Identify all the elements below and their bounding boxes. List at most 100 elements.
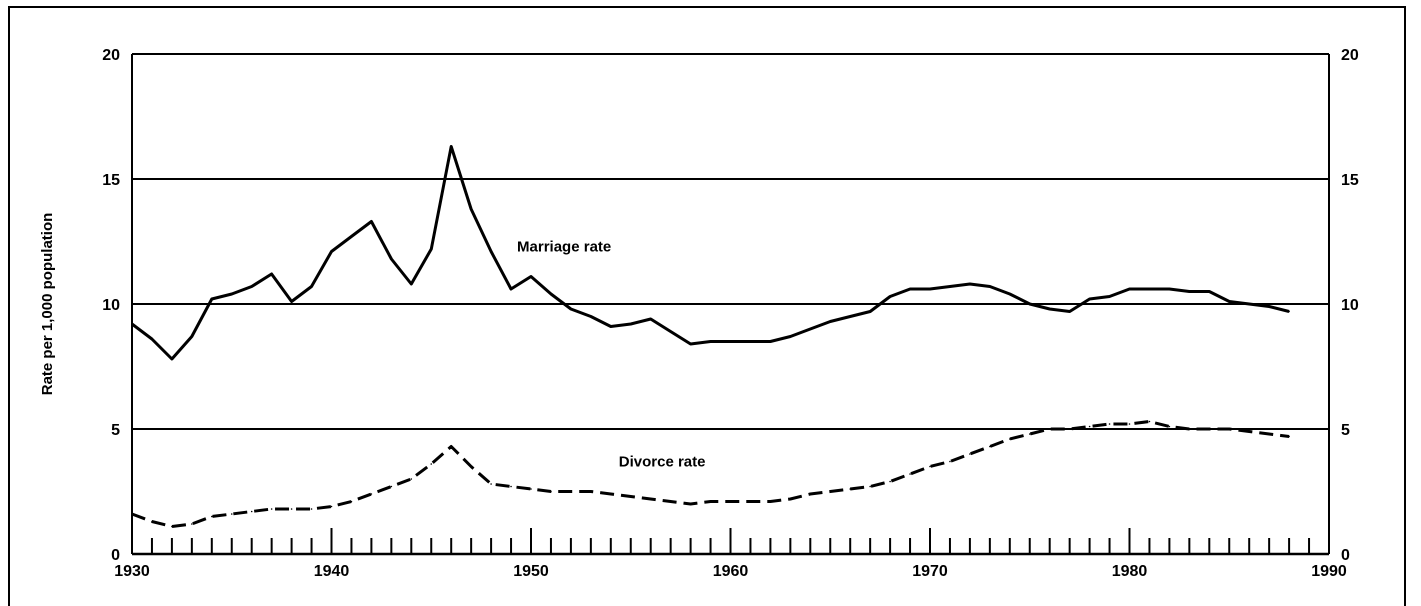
marriage-rate-point-1953 (590, 315, 592, 318)
divorce-rate-point-1968 (889, 480, 891, 483)
divorce-rate-point-1975 (1028, 433, 1031, 435)
series-layer (131, 145, 1290, 528)
divorce-rate-point-1985 (1228, 428, 1231, 430)
divorce-rate-point-1944 (410, 478, 413, 480)
marriage-rate-point-1980 (1128, 288, 1131, 290)
y-axis-title: Rate per 1,000 population (39, 213, 56, 396)
label-layer: 0 0 5 5 10 10 15 15 20 20 1930 1940 1950 1960 1970 1980… (102, 47, 1359, 580)
y-tick-label-right-0: 0 (1341, 547, 1350, 564)
marriage-rate-point-1959 (709, 340, 712, 343)
divorce-rate-line (131, 420, 1290, 528)
divorce-rate-point-1930 (131, 513, 133, 515)
marriage-rate-point-1934 (211, 298, 213, 300)
marriage-rate-point-1936 (250, 285, 253, 288)
marriage-rate-point-1933 (191, 335, 193, 338)
marriage-rate-point-1976 (1048, 308, 1051, 310)
marriage-rate-point-1984 (1208, 290, 1211, 293)
divorce-rate-point-1946 (450, 445, 453, 448)
divorce-rate-point-1966 (849, 488, 851, 490)
divorce-rate-point-1947 (470, 465, 472, 468)
divorce-rate-point-1982 (1168, 425, 1171, 428)
divorce-rate-point-1951 (550, 490, 552, 493)
marriage-rate-point-1945 (430, 248, 433, 250)
marriage-rate-point-1973 (989, 285, 991, 288)
marriage-rate-point-1983 (1188, 290, 1191, 293)
divorce-rate-point-1972 (969, 453, 971, 455)
divorce-rate-point-1980 (1128, 423, 1131, 425)
divorce-rate-point-1933 (191, 523, 193, 525)
divorce-rate-point-1974 (1009, 438, 1011, 440)
chart-frame: 0 0 5 5 10 10 15 15 20 20 1930 1940 1950 1960 1970 1980… (8, 6, 1406, 606)
divorce-rate-point-1952 (570, 490, 572, 493)
divorce-rate-point-1958 (689, 503, 692, 505)
marriage-rate-point-1957 (669, 330, 672, 333)
y-tick-label-right-15: 15 (1341, 172, 1359, 189)
divorce-rate-point-1943 (390, 485, 393, 488)
marriage-rate-point-1977 (1068, 310, 1071, 313)
y-tick-label-left-20: 20 (102, 47, 120, 64)
divorce-rate-point-1936 (250, 510, 253, 513)
marriage-rate-point-1952 (570, 308, 572, 310)
marriage-rate-point-1949 (510, 288, 512, 290)
marriage-rate-point-1946 (450, 145, 453, 148)
marriage-rate-point-1961 (749, 340, 752, 343)
divorce-rate-point-1965 (829, 490, 832, 493)
marriage-rate-point-1956 (649, 318, 652, 320)
y-tick-label-left-0: 0 (111, 547, 120, 564)
x-tick-label-1950: 1950 (513, 563, 549, 580)
marriage-rate-point-1968 (889, 295, 891, 298)
divorce-rate-point-1971 (949, 460, 951, 463)
y-tick-label-left-15: 15 (102, 172, 120, 189)
marriage-rate-point-1975 (1028, 303, 1031, 305)
marriage-rate-point-1970 (929, 288, 931, 290)
divorce-rate-point-1976 (1048, 428, 1051, 430)
divorce-rate-point-1981 (1148, 420, 1151, 423)
marriage-rate-point-1941 (350, 235, 353, 238)
marriage-rate-point-1979 (1108, 295, 1111, 298)
x-tick-label-1940: 1940 (314, 563, 350, 580)
marriage-rate-point-1986 (1248, 303, 1250, 305)
divorce-rate-point-1961 (749, 500, 752, 503)
marriage-rate-point-1954 (610, 325, 612, 328)
divorce-rate-point-1973 (989, 445, 991, 448)
marriage-rate-point-1981 (1148, 288, 1151, 290)
marriage-rate-point-1940 (330, 250, 333, 253)
divorce-rate-point-1960 (729, 500, 732, 503)
y-tick-label-right-10: 10 (1341, 297, 1359, 314)
marriage-rate-point-1985 (1228, 300, 1231, 303)
divorce-rate-point-1979 (1108, 423, 1111, 425)
y-tick-label-right-20: 20 (1341, 47, 1359, 64)
marriage-rate-point-1955 (629, 323, 632, 325)
y-tick-label-left-5: 5 (111, 422, 120, 439)
marriage-rate-point-1965 (829, 320, 832, 323)
annotation-divorce-rate: Divorce rate (619, 454, 706, 471)
marriage-rate-point-1930 (131, 323, 133, 325)
marriage-rate-point-1978 (1088, 298, 1091, 300)
x-tick-label-1960: 1960 (713, 563, 749, 580)
marriage-rate-point-1939 (310, 285, 313, 288)
divorce-rate-point-1950 (530, 488, 532, 490)
grid-layer (132, 53, 1329, 430)
y-tick-label-right-5: 5 (1341, 422, 1350, 439)
divorce-rate-point-1970 (929, 465, 931, 468)
marriage-rate-point-1960 (729, 340, 732, 343)
marriage-rate-point-1972 (969, 283, 971, 285)
divorce-rate-point-1953 (590, 490, 592, 493)
divorce-rate-point-1934 (211, 515, 213, 518)
axis-layer (131, 54, 1330, 556)
divorce-rate-point-1988 (1288, 435, 1290, 438)
x-tick-label-1990: 1990 (1311, 563, 1347, 580)
divorce-rate-point-1983 (1188, 428, 1191, 430)
marriage-rate-point-1932 (171, 358, 173, 360)
divorce-rate-point-1942 (370, 493, 373, 495)
marriage-rate-point-1948 (490, 250, 492, 253)
divorce-rate-point-1957 (669, 500, 672, 503)
marriage-rate-point-1935 (230, 293, 233, 295)
divorce-rate-point-1967 (869, 485, 871, 488)
divorce-rate-point-1984 (1208, 428, 1211, 430)
divorce-rate-point-1935 (230, 513, 233, 515)
x-tick-label-1930: 1930 (114, 563, 150, 580)
divorce-rate-point-1939 (310, 508, 313, 510)
marriage-rate-point-1967 (869, 310, 871, 313)
marriage-rate-point-1962 (769, 340, 772, 343)
